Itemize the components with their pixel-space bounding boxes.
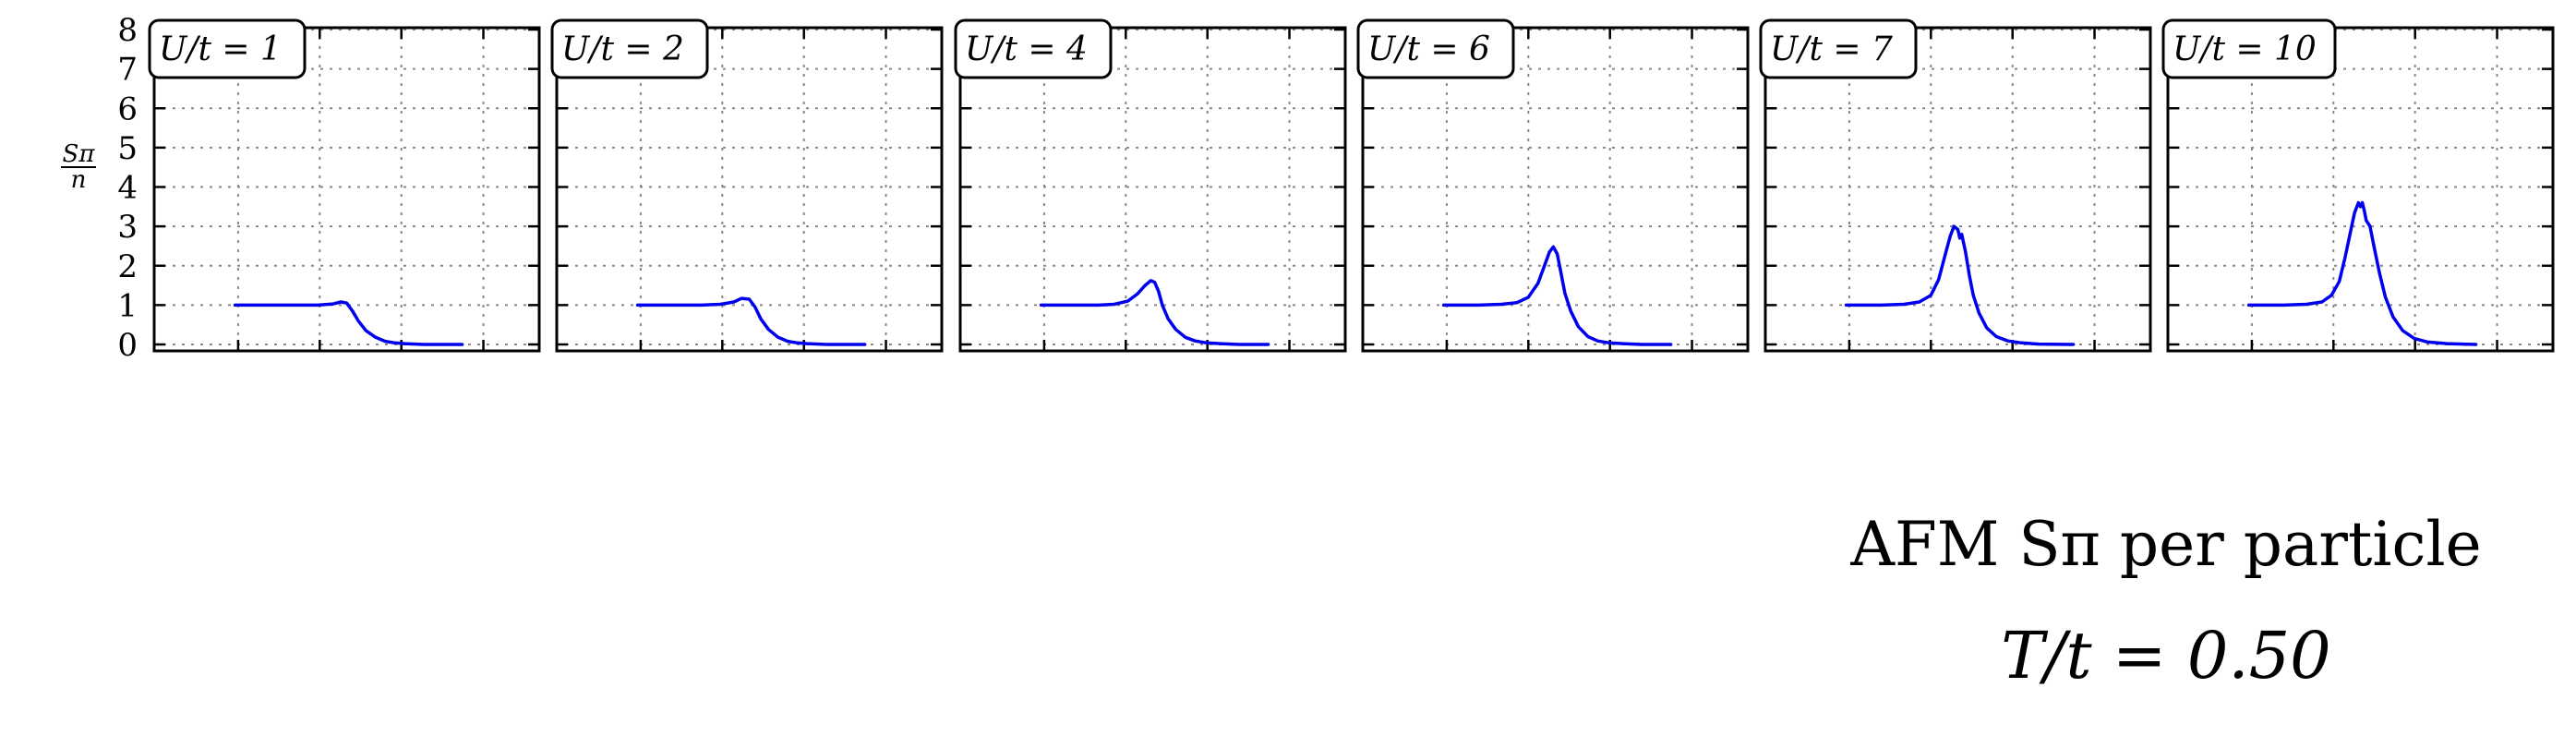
panel-label: U/t = 10 (2173, 30, 2317, 68)
series-line (635, 296, 867, 346)
y-tick-label: 2 (117, 248, 138, 285)
panel-label: U/t = 7 (1770, 30, 1893, 68)
panel-label-box (1356, 18, 1515, 79)
y-tick-label: 5 (117, 130, 138, 167)
panel-label-box (148, 18, 307, 79)
y-tick-label: 6 (117, 90, 138, 127)
panel: U/t = 1 (148, 18, 541, 353)
panel-label-box (1759, 18, 1918, 79)
panel-label-box (2161, 18, 2337, 79)
panel: U/t = 4 (954, 18, 1347, 353)
y-tick-label: 1 (117, 287, 138, 324)
panel: U/t = 6 (1356, 18, 1750, 353)
panel-label-box (954, 18, 1113, 79)
panel-label-box (550, 18, 709, 79)
panel-label: U/t = 1 (159, 30, 282, 68)
series-line (1441, 245, 1673, 346)
y-tick-label: 4 (117, 170, 138, 207)
panel-frame (1361, 26, 1750, 353)
y-tick-label: 7 (117, 52, 138, 89)
panel-frame (2166, 26, 2555, 353)
y-tick-label: 3 (117, 209, 138, 246)
panel: U/t = 7 (1759, 18, 2152, 353)
series-line (233, 300, 464, 346)
y-axis-title-denominator: n (71, 166, 87, 194)
series-line (2246, 200, 2478, 346)
y-axis-title-numerator: Sπ (63, 140, 96, 168)
panel-frame (555, 26, 944, 353)
y-tick-label: 0 (117, 327, 138, 364)
y-tick-label: 8 (117, 12, 138, 49)
figure-caption-temperature: T/t = 0.50 (2001, 618, 2330, 694)
y-axis-title: Sπ n (61, 140, 96, 194)
panel-frame (1763, 26, 2152, 353)
panel-frame (152, 26, 541, 353)
panel-frame (958, 26, 1347, 353)
series-line (1844, 224, 2076, 346)
panel: U/t = 2 (550, 18, 944, 353)
series-line (1039, 279, 1270, 346)
figure-caption-title: AFM Sπ per particle (1849, 509, 2481, 580)
panel-label: U/t = 4 (965, 30, 1088, 68)
panel-label: U/t = 2 (561, 30, 684, 68)
panel: U/t = 10 (2161, 18, 2555, 353)
panels-group: U/t = 1 U/t = 2 U/t = 4 U/t = 6 U/t = 7 U/t =… (148, 18, 2555, 353)
panel-label: U/t = 6 (1367, 30, 1490, 68)
